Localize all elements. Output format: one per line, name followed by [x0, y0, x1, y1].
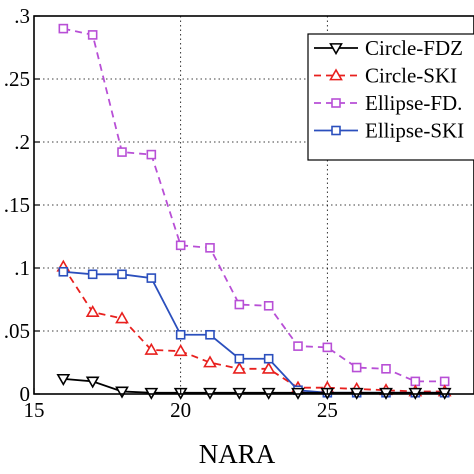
legend-label-0: Circle-FDZ: [365, 36, 463, 60]
legend-label-2: Ellipse-FD.: [365, 91, 462, 115]
legend-marker-2: [331, 98, 341, 108]
x-tick-label-2: 25: [317, 398, 338, 422]
series-3-point-6: [234, 353, 245, 364]
series-0-point-2: [115, 386, 129, 399]
series-1-point-6: [232, 361, 247, 374]
series-1-point-1: [85, 304, 100, 318]
series-1-point-7: [261, 361, 276, 374]
series-2-point-9: [322, 342, 333, 353]
x-axis-title: NARA: [199, 439, 276, 469]
y-tick-label-5: .25: [4, 67, 30, 91]
y-tick-label-1: .05: [4, 319, 30, 343]
series-line-0: [63, 377, 445, 394]
series-2-point-3: [146, 149, 157, 160]
y-tick-label-3: .15: [4, 193, 30, 217]
series-0-point-0: [56, 373, 71, 386]
x-tick-label-1: 20: [170, 398, 191, 422]
series-line-3: [63, 270, 445, 394]
series-2-point-6: [234, 299, 245, 310]
series-3-point-2: [117, 269, 127, 280]
series-2-point-0: [58, 23, 69, 34]
series-2-point-4: [175, 240, 186, 251]
y-tick-label-4: .2: [14, 130, 30, 154]
legend-label-1: Circle-SKI: [365, 64, 457, 88]
series-1-point-5: [203, 355, 217, 368]
series-2-point-13: [439, 376, 450, 387]
legend-marker-3: [331, 125, 341, 136]
x-tick-label-0: 15: [24, 398, 45, 422]
y-tick-label-2: .1: [14, 256, 30, 280]
series-2-point-1: [87, 30, 98, 40]
axis-ticks: 15 20 25 0 .05 .1 .15 .2 .25 .3: [4, 4, 338, 422]
legend-marker-0: [329, 43, 343, 56]
series-2-point-5: [205, 243, 215, 253]
series-2: [58, 23, 450, 387]
series-3-point-4: [175, 329, 186, 340]
legend-label-3: Ellipse-SKI: [365, 119, 464, 143]
series-2-point-8: [293, 341, 303, 351]
y-tick-label-0: 0: [20, 382, 31, 406]
series-1-point-4: [173, 344, 188, 357]
series-1-point-3: [144, 342, 159, 355]
series-2-point-2: [117, 147, 127, 157]
series-2-point-12: [410, 376, 421, 387]
series-2-point-10: [351, 362, 362, 373]
legend: Circle-FDZ Circle-SKI Ellipse-FD. Ellipse-S…: [307, 33, 474, 161]
legend-box: [307, 33, 474, 161]
series-3: [58, 266, 450, 398]
series-3-point-1: [87, 269, 98, 280]
series-1: [56, 259, 452, 397]
series-0-point-1: [85, 376, 100, 389]
series-3-point-5: [205, 329, 215, 340]
series-2-point-7: [263, 300, 274, 311]
series-3-point-0: [58, 266, 69, 277]
series-1-point-2: [115, 311, 129, 324]
series-3-point-7: [263, 353, 274, 364]
y-tick-label-6: .3: [14, 4, 30, 28]
series-3-point-3: [146, 273, 157, 283]
legend-marker-1: [329, 68, 343, 81]
series-2-point-11: [381, 363, 391, 374]
